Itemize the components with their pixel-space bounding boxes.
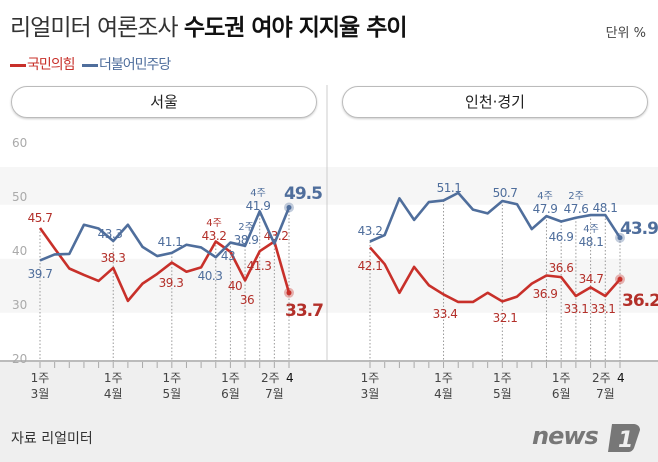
data-label: 43.9 — [620, 219, 658, 239]
data-label: 32.1 — [493, 311, 518, 325]
data-label: 33.1 — [591, 302, 616, 316]
data-label-week: 2주 — [568, 191, 584, 202]
end-point — [286, 204, 292, 210]
x-tick-week: 1주 — [31, 371, 50, 385]
data-label: 33.1 — [564, 302, 589, 316]
svg-text:1: 1 — [618, 428, 633, 452]
x-tick-week: 1주 — [361, 371, 380, 385]
x-tick-month: 5월 — [493, 387, 512, 401]
data-label: 46.9 — [549, 230, 574, 244]
unit-label: 단위 % — [605, 26, 646, 41]
end-point — [617, 276, 623, 282]
data-label: 36.6 — [549, 261, 574, 275]
data-label: 40.3 — [198, 269, 223, 283]
title-bold: 수도권 여야 지지율 추이 — [183, 15, 408, 41]
data-label-week: 4주 — [250, 188, 266, 199]
svg-text:news: news — [532, 422, 599, 450]
data-label: 42.1 — [358, 259, 383, 273]
legend: 국민의힘 더불어민주당 — [10, 54, 171, 74]
x-tick-week: 1주 — [493, 371, 512, 385]
data-label: 39.3 — [159, 276, 184, 290]
legend-swatch-red — [10, 63, 26, 67]
data-label: 33.4 — [433, 307, 458, 321]
data-label: 36 — [240, 293, 254, 307]
y-tick-label: 30 — [12, 298, 27, 312]
data-label: 41.3 — [247, 259, 272, 273]
data-label: 38.3 — [101, 251, 126, 265]
data-label: 48.1 — [579, 235, 604, 249]
x-tick-month: 6월 — [221, 387, 240, 401]
x-tick-week: 1주 — [221, 371, 240, 385]
x-tick-week: 1주 — [104, 371, 123, 385]
x-tick-week: 4 — [286, 371, 294, 385]
news1-logo: news 1 — [532, 420, 644, 456]
panel-title-seoul: 서울 — [11, 86, 317, 118]
data-label: 41.9 — [246, 199, 271, 213]
legend-swatch-blue — [81, 63, 98, 67]
end-point — [286, 290, 292, 296]
grid-band — [0, 258, 658, 313]
data-label: 49.5 — [284, 184, 322, 204]
x-tick-week: 4 — [617, 371, 625, 385]
legend-item: 국민의힘 — [27, 57, 76, 73]
x-tick-month: 6월 — [552, 387, 571, 401]
data-label: 39.7 — [28, 267, 53, 281]
data-label: 33.7 — [285, 301, 323, 321]
legend-item: 더불어민주당 — [98, 57, 171, 73]
y-tick-label: 60 — [12, 136, 27, 150]
x-tick-month: 3월 — [31, 387, 50, 401]
page-title: 리얼미터 여론조사 수도권 여야 지지율 추이 — [10, 8, 408, 42]
y-tick-label: 40 — [12, 244, 27, 258]
x-tick-week: 1주 — [162, 371, 181, 385]
data-label: 48.1 — [593, 201, 618, 215]
end-point — [617, 235, 623, 241]
data-label: 47.9 — [533, 202, 558, 216]
series-line-democratic — [369, 191, 622, 243]
data-label: 41.1 — [158, 235, 183, 249]
x-tick-month: 3월 — [361, 387, 380, 401]
x-tick-month: 5월 — [162, 387, 181, 401]
data-label: 36.9 — [533, 287, 558, 301]
data-label: 47.6 — [564, 202, 589, 216]
y-tick-label: 20 — [12, 352, 27, 366]
data-label-week: 4주 — [537, 191, 553, 202]
x-tick-week: 1주 — [552, 371, 571, 385]
grid-band — [0, 166, 658, 205]
data-label: 34.7 — [579, 272, 604, 286]
panel-title-incheon-gyeonggi: 인천·경기 — [342, 86, 648, 118]
series-line-ppp — [369, 246, 621, 304]
footer-band — [0, 362, 658, 462]
data-label: 36.2 — [622, 291, 658, 311]
x-tick-week: 2주 — [592, 371, 611, 385]
data-label: 43.2 — [202, 229, 227, 243]
data-label: 43.3 — [98, 227, 123, 241]
data-label-week: 4주 — [206, 218, 222, 229]
data-label: 43.2 — [358, 224, 383, 238]
data-label: 51.1 — [437, 181, 462, 195]
x-tick-month: 4월 — [434, 387, 453, 401]
data-label-week: 2주 — [238, 222, 254, 233]
data-label: 45.7 — [28, 211, 53, 225]
data-label: 43 — [221, 249, 235, 263]
y-tick-label: 50 — [12, 190, 27, 204]
x-tick-month: 7월 — [596, 387, 615, 401]
data-label-week: 4주 — [583, 224, 599, 235]
series-line-democratic — [39, 206, 291, 262]
series-line-ppp — [38, 227, 291, 303]
x-tick-month: 4월 — [104, 387, 123, 401]
data-label: 38.9 — [234, 233, 259, 247]
x-tick-week: 1주 — [434, 371, 453, 385]
data-label: 50.7 — [493, 186, 518, 200]
x-tick-week: 2주 — [261, 371, 280, 385]
title-light: 리얼미터 여론조사 — [10, 15, 179, 41]
data-label: 40 — [228, 279, 242, 293]
source-label: 자료 리얼미터 — [11, 431, 93, 447]
x-tick-month: 7월 — [265, 387, 284, 401]
